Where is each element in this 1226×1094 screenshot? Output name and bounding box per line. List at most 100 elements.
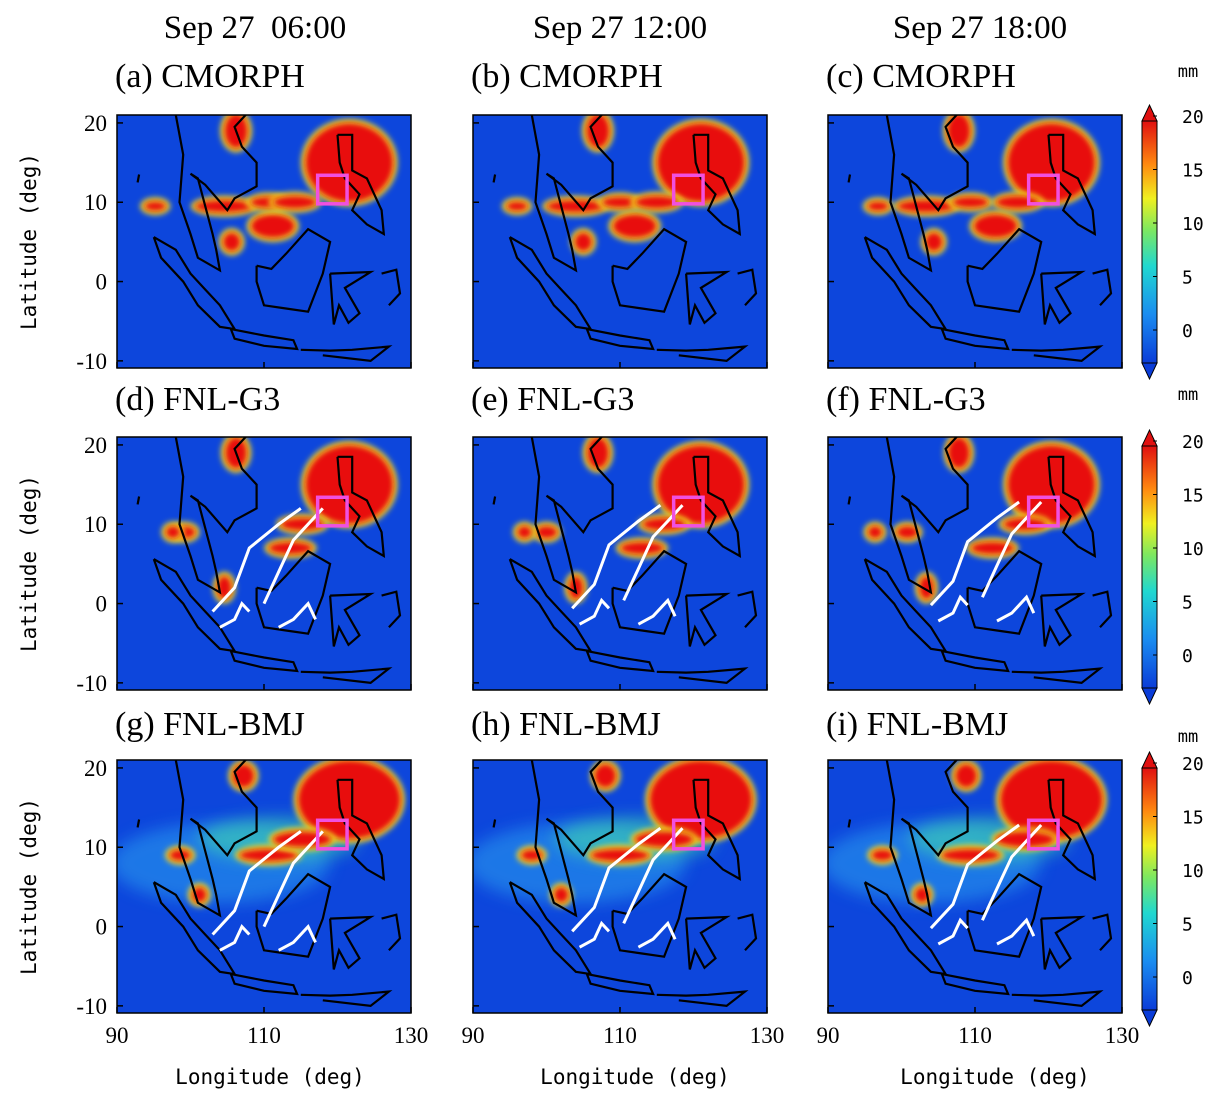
target-box: [315, 173, 349, 206]
colorbar-tick-label: 5: [1182, 915, 1193, 936]
rain-core: [222, 232, 241, 252]
y-tick-label: 20: [84, 756, 107, 781]
colorbar-unit: mm: [1178, 727, 1198, 747]
rain-core: [169, 849, 192, 861]
coastline: [174, 115, 258, 273]
coastline: [136, 496, 141, 505]
coastline: [611, 227, 688, 313]
target-box: [671, 495, 705, 528]
map-panel: (g) FNL-BMJ 90 110 130 20 10 0 -10 Latitude (deg…: [17, 706, 428, 1089]
x-tick-label: 90: [106, 1023, 129, 1048]
coastline: [381, 268, 402, 307]
colorbar-body: [1141, 767, 1158, 1011]
map-panel: (i) FNL-BMJ 90 110 130 Longitude (deg): [817, 706, 1140, 1089]
colorbar-tick-label: 10: [1182, 861, 1204, 882]
colorbar-tick-label: 5: [1182, 593, 1193, 614]
y-tick-label: -10: [76, 349, 107, 374]
contour: [937, 594, 969, 623]
rain-core: [574, 232, 593, 252]
target-box: [315, 495, 349, 528]
target-box: [671, 173, 705, 206]
colorbar-tick-label: 10: [1182, 539, 1204, 560]
colorbar-tick-label: 10: [1182, 214, 1204, 235]
column-title: Sep 27 12:00: [533, 10, 707, 46]
y-tick-label: 0: [96, 915, 108, 940]
coastline: [530, 760, 614, 918]
coastline: [229, 973, 299, 996]
coastline: [885, 115, 969, 273]
coastline: [229, 650, 299, 673]
coastline: [685, 592, 731, 647]
contour: [571, 826, 662, 933]
map-content: [473, 760, 767, 1013]
contour: [996, 917, 1036, 946]
rain-core: [656, 123, 745, 203]
coastline: [174, 437, 258, 595]
map-content: [473, 437, 767, 690]
x-tick-label: 90: [462, 1023, 485, 1048]
colorbar-tick-label: 0: [1182, 646, 1193, 667]
colorbar-tick-label: 20: [1182, 107, 1204, 128]
y-tick-label: 0: [96, 592, 108, 617]
rain-core: [250, 214, 295, 238]
coastline: [329, 592, 375, 647]
rain-core: [272, 195, 317, 209]
coastline: [255, 872, 332, 958]
rain-core: [553, 886, 569, 903]
colorbar-tick-label: 0: [1182, 968, 1193, 989]
coastline: [940, 650, 1010, 673]
column-title: Sep 27 06:00: [164, 10, 346, 46]
colorbar-bottom-arrow: [1141, 1009, 1158, 1028]
coastline: [656, 990, 749, 1008]
colorbar: mm 0 5 10 15 20: [1141, 727, 1204, 1028]
rain-core: [280, 517, 325, 531]
rain-core: [612, 214, 657, 238]
x-axis-label: Longitude (deg): [175, 1065, 365, 1089]
rain-core: [897, 199, 956, 213]
contour: [637, 920, 677, 949]
coastline: [737, 590, 758, 629]
coastline: [1011, 667, 1104, 685]
coastline: [1011, 345, 1104, 363]
colorbar: mm 0 5 10 15 20: [1141, 385, 1204, 706]
contour: [219, 923, 251, 952]
coastline: [492, 174, 497, 183]
contour: [262, 830, 324, 928]
column-title: Sep 27 18:00: [893, 10, 1067, 46]
map-content: [473, 115, 767, 368]
panel-label: (i) FNL-BMJ: [826, 706, 1008, 743]
coastline: [381, 913, 402, 952]
x-tick-label: 130: [1105, 1023, 1140, 1048]
rain-core: [165, 525, 181, 539]
colorbar-top-arrow: [1141, 750, 1158, 769]
coastline: [1092, 268, 1113, 307]
coastline: [585, 973, 655, 996]
rain-core: [867, 525, 883, 539]
rain-core: [305, 445, 394, 525]
target-box: [1026, 173, 1060, 206]
rain-core: [649, 760, 753, 840]
rain-core: [947, 437, 970, 469]
coastline: [329, 915, 375, 970]
rain-core: [535, 525, 558, 539]
rain-core: [871, 849, 894, 861]
colorbar-tick-label: 20: [1182, 754, 1204, 775]
map-content: [828, 437, 1122, 690]
x-tick-label: 130: [394, 1023, 429, 1048]
rain-core: [955, 764, 978, 788]
rain-core: [896, 525, 919, 539]
coastline: [174, 760, 258, 918]
coastline: [492, 496, 497, 505]
x-tick-label: 110: [958, 1023, 992, 1048]
coastline: [685, 915, 731, 970]
contour: [219, 600, 251, 629]
target-box: [315, 818, 349, 851]
rain-core: [506, 201, 529, 211]
panel-label: (a) CMORPH: [115, 58, 305, 95]
coastline: [885, 760, 969, 918]
target-box: [671, 818, 705, 851]
colorbar-bottom-arrow: [1141, 362, 1158, 381]
coastline: [530, 437, 614, 595]
contour: [929, 500, 1020, 607]
colorbar-body: [1141, 120, 1158, 364]
